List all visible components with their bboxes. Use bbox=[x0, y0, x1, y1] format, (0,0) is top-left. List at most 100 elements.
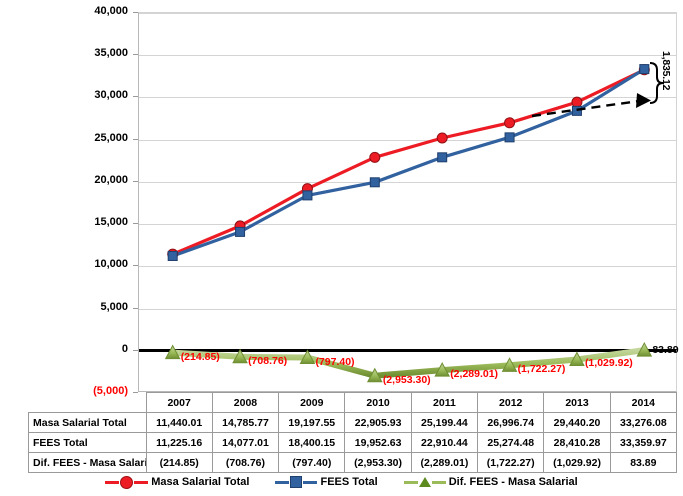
table-cell: (797.40) bbox=[278, 452, 346, 473]
column-header: 2007 bbox=[145, 392, 213, 413]
y-axis-tick-label: 30,000 bbox=[94, 89, 128, 102]
column-header: 2011 bbox=[410, 392, 479, 413]
data-point-marker bbox=[302, 190, 313, 201]
data-point-marker bbox=[434, 362, 451, 377]
data-label: (214.85) bbox=[180, 350, 220, 363]
y-axis-tick-label: 10,000 bbox=[94, 258, 128, 271]
data-label: 83.89 bbox=[652, 344, 679, 357]
trend-arrow-line bbox=[531, 99, 640, 118]
data-label: (2,953.30) bbox=[382, 373, 431, 386]
legend-line-left bbox=[105, 480, 120, 484]
series-line-1 bbox=[172, 67, 646, 258]
y-axis-tick-label: 5,000 bbox=[100, 300, 128, 313]
gridline bbox=[139, 55, 676, 57]
y-axis-tick bbox=[133, 54, 138, 56]
legend-label: Dif. FEES - Masa Salarial bbox=[448, 476, 578, 488]
y-axis-tick bbox=[133, 307, 138, 309]
table-cell: 26,996.74 bbox=[477, 412, 545, 433]
annotation-layer bbox=[531, 62, 664, 118]
legend-item-0[interactable]: Masa Salarial Total bbox=[105, 475, 249, 489]
y-axis-tick bbox=[133, 96, 138, 98]
gridline bbox=[139, 224, 676, 226]
table-corner-cell bbox=[29, 393, 147, 413]
table-cell: 22,905.93 bbox=[344, 412, 412, 433]
legend-line-right bbox=[431, 480, 446, 484]
table-cell: 33,359.97 bbox=[609, 432, 678, 453]
data-label: (1,722.27) bbox=[517, 363, 566, 376]
data-point-marker bbox=[504, 132, 515, 143]
gap-brace bbox=[649, 62, 664, 104]
table-cell: 14,785.77 bbox=[211, 412, 280, 433]
table-row: Masa Salarial Total 11,440.01 14,785.77 19,… bbox=[28, 412, 678, 433]
plot-area: (214.85) (708.76) (797.40) (2,953.30) (2,289… bbox=[138, 12, 679, 392]
data-point-marker bbox=[369, 151, 381, 163]
y-axis-tick bbox=[133, 223, 138, 225]
data-point-marker bbox=[436, 132, 448, 144]
series-line-2 bbox=[172, 347, 645, 379]
table-cell: (1,029.92) bbox=[543, 452, 611, 473]
data-label: (2,289.01) bbox=[450, 368, 499, 381]
column-header: 2010 bbox=[344, 392, 412, 413]
table-cell: (2,953.30) bbox=[344, 452, 412, 473]
table-cell: 83.89 bbox=[609, 452, 678, 473]
column-header: 2013 bbox=[543, 392, 611, 413]
y-axis-tick bbox=[133, 392, 138, 393]
legend-line-left bbox=[403, 480, 418, 484]
table-cell: 18,400.15 bbox=[278, 432, 346, 453]
data-point-marker bbox=[167, 250, 178, 261]
gridline bbox=[139, 266, 676, 268]
table-cell: (2,289.01) bbox=[410, 452, 479, 473]
table-cell: (708.76) bbox=[211, 452, 280, 473]
data-point-marker bbox=[569, 351, 585, 366]
y-axis-tick-label: (5,000) bbox=[93, 385, 128, 397]
gridline bbox=[139, 97, 676, 99]
gridline bbox=[139, 308, 676, 310]
data-point-marker bbox=[504, 117, 516, 129]
legend-line-right bbox=[303, 480, 318, 484]
gap-annotation-label: 1,835.12 bbox=[660, 51, 672, 91]
table-cell: 22,910.44 bbox=[410, 432, 479, 453]
data-table: 2007 2008 2009 2010 2011 2012 2013 2014 Masa Sal… bbox=[28, 392, 678, 473]
data-label: (797.40) bbox=[315, 355, 355, 368]
y-axis-tick-label: 40,000 bbox=[94, 5, 128, 17]
table-cell: 11,225.16 bbox=[145, 432, 213, 453]
table-cell: 19,952.63 bbox=[344, 432, 412, 453]
row-header: Dif. FEES - Masa Salarial bbox=[28, 452, 147, 473]
table-row: Dif. FEES - Masa Salarial (214.85) (708.76… bbox=[28, 452, 678, 473]
table-cell: 28,410.28 bbox=[543, 432, 611, 453]
zero-axis-line bbox=[139, 349, 676, 353]
column-header: 2008 bbox=[211, 392, 280, 413]
data-point-marker bbox=[369, 177, 380, 188]
y-axis-tick-label: 20,000 bbox=[94, 173, 128, 186]
table-cell: 25,199.44 bbox=[410, 412, 479, 433]
column-header: 2009 bbox=[278, 392, 346, 413]
legend-marker-circle-icon bbox=[120, 475, 134, 489]
table-header-row: 2007 2008 2009 2010 2011 2012 2013 2014 bbox=[29, 392, 678, 413]
table-cell: 14,077.01 bbox=[211, 432, 280, 453]
gridline bbox=[139, 139, 676, 141]
data-point-marker bbox=[366, 367, 383, 383]
data-point-marker bbox=[235, 226, 246, 237]
table-cell: 25,274.48 bbox=[477, 432, 545, 453]
y-axis-tick bbox=[133, 138, 138, 140]
y-axis-tick bbox=[133, 12, 138, 13]
data-label: (1,029.92) bbox=[584, 357, 633, 370]
data-point-marker bbox=[232, 348, 248, 364]
table-cell: 29,440.20 bbox=[543, 412, 611, 433]
gridline bbox=[139, 181, 676, 183]
table-cell: (1,722.27) bbox=[477, 452, 545, 473]
y-axis-tick-label: 0 bbox=[121, 342, 128, 355]
legend-marker-square-icon bbox=[290, 476, 303, 488]
legend-marker-triangle-icon bbox=[418, 477, 431, 487]
y-axis-tick-label: 15,000 bbox=[94, 216, 128, 229]
table-cell: 11,440.01 bbox=[145, 412, 213, 433]
chart-legend: Masa Salarial Total FEES Total Dif. FEES -… bbox=[0, 472, 683, 492]
series-line-0 bbox=[172, 68, 645, 256]
legend-item-2[interactable]: Dif. FEES - Masa Salarial bbox=[403, 476, 578, 488]
y-axis-tick-label: 35,000 bbox=[94, 47, 128, 60]
table-row: FEES Total 11,225.16 14,077.01 18,400.15 19,… bbox=[28, 432, 678, 453]
legend-item-1[interactable]: FEES Total bbox=[275, 476, 378, 488]
data-point-marker bbox=[164, 344, 181, 360]
trend-arrow-head bbox=[636, 93, 651, 108]
